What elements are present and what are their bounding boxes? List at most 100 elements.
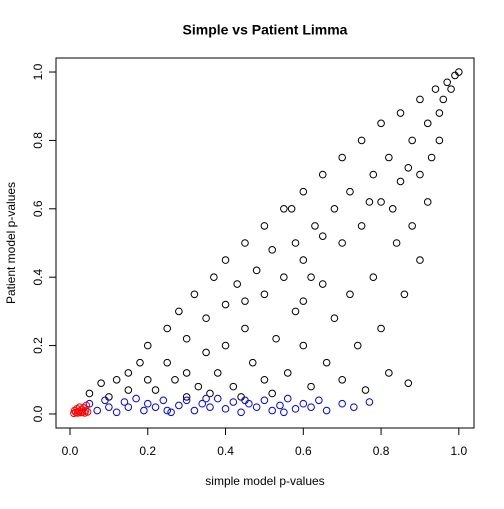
point [361,386,370,394]
point [101,396,109,405]
point [159,396,168,405]
point [377,119,385,128]
point [338,399,346,408]
point [182,334,191,343]
point [423,198,432,206]
point [408,136,416,145]
point [322,406,331,415]
point [299,341,308,350]
point [260,396,269,405]
point [346,187,354,196]
point [175,401,183,410]
point [416,170,424,179]
point [124,403,133,411]
y-tick-label: 0.2 [31,337,45,354]
point [182,393,191,401]
point [299,256,308,264]
point [143,375,152,384]
point [357,136,366,145]
point [182,369,191,377]
point [423,119,432,128]
point [280,205,288,213]
point [338,239,346,247]
point [163,324,172,333]
point [93,406,102,415]
point [435,109,444,117]
point [307,403,315,411]
point [112,375,121,384]
point [97,379,105,388]
point [439,95,448,104]
point [190,290,199,299]
point [85,389,94,398]
point [132,394,140,403]
point [431,85,440,93]
point [392,239,401,247]
point [151,386,160,394]
point [241,297,249,305]
point [83,408,92,416]
point [276,401,284,410]
point [167,408,175,417]
y-tick-label: 0.4 [31,269,45,286]
point [291,405,300,413]
point [307,382,315,391]
point [318,170,327,179]
point [268,246,276,254]
x-axis-label: simple model p-values [205,474,324,488]
point [365,398,374,406]
point [198,399,207,408]
point [338,153,346,162]
point [213,369,222,377]
point [318,280,327,288]
point [268,406,276,415]
point [396,109,405,117]
point [369,170,378,179]
point [229,398,238,406]
point [447,85,455,93]
x-tick-label: 0.2 [139,444,156,458]
point [210,273,218,281]
point [81,406,90,415]
point [221,341,230,350]
point [237,408,245,417]
point [455,68,463,76]
point [194,382,203,391]
point [171,375,179,384]
x-tick-label: 0.6 [295,444,312,458]
point [268,389,276,398]
point [202,314,210,323]
y-tick-label: 1.0 [31,63,45,80]
point [322,358,331,367]
y-tick-label: 0.0 [31,405,45,422]
point [338,375,346,384]
point [206,389,214,398]
point [299,399,308,408]
point [299,297,308,305]
chart-title: Simple vs Patient Limma [183,22,348,38]
x-tick-label: 0.0 [62,444,79,458]
point [318,232,327,240]
point [388,205,397,213]
point [396,177,405,186]
point [385,369,393,377]
point [252,266,261,275]
point [241,239,249,247]
point [151,403,160,411]
point [260,222,269,230]
point [202,348,210,357]
point [190,406,199,415]
y-tick-label: 0.6 [31,200,45,217]
point [272,334,280,343]
point [365,198,374,206]
y-tick-label: 0.8 [31,132,45,149]
point [143,399,152,408]
point [400,290,409,299]
x-tick-label: 0.4 [217,444,234,458]
point [377,324,385,333]
point [112,408,121,417]
point [385,153,393,162]
point [136,358,144,367]
point [283,369,292,377]
